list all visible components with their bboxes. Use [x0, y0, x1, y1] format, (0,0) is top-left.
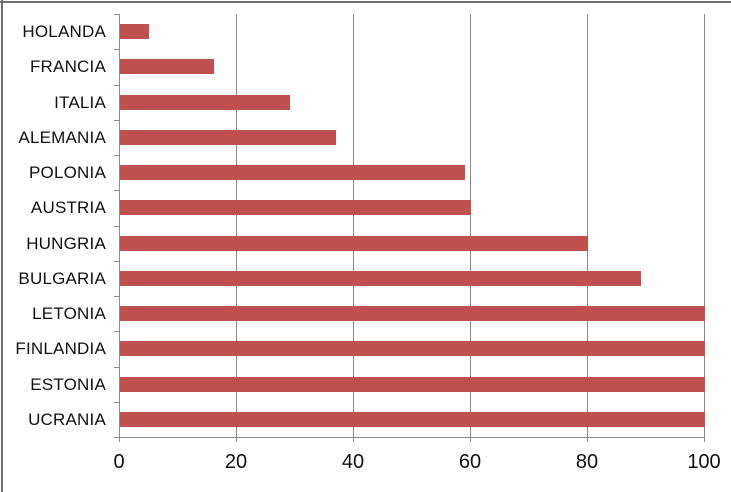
bar-holanda	[120, 24, 149, 39]
bar-finlandia	[120, 341, 705, 356]
x-axis-tick-label: 20	[224, 451, 248, 473]
category-axis-tick	[114, 402, 119, 403]
bar-estonia	[120, 377, 705, 392]
bar-ucrania	[120, 412, 705, 427]
x-axis-tick-label: 80	[575, 451, 599, 473]
category-label-letonia: LETONIA	[32, 303, 106, 323]
category-label-holanda: HOLANDA	[22, 21, 106, 41]
gridline-x-40	[353, 14, 354, 437]
category-axis-tick	[114, 14, 119, 15]
x-axis-tick	[353, 437, 354, 442]
gridline-x-20	[236, 14, 237, 437]
category-axis-tick	[114, 331, 119, 332]
category-label-italia: ITALIA	[54, 92, 106, 112]
bar-italia	[120, 95, 290, 110]
bar-polonia	[120, 165, 465, 180]
x-axis-tick	[470, 437, 471, 442]
gridline-x-100	[704, 14, 705, 437]
category-label-ucrania: UCRANIA	[28, 409, 106, 429]
category-axis-tick	[114, 85, 119, 86]
category-axis-tick	[114, 226, 119, 227]
category-axis-tick	[114, 49, 119, 50]
category-axis-tick	[114, 367, 119, 368]
x-axis-tick-label: 0	[113, 451, 125, 473]
bar-letonia	[120, 306, 705, 321]
x-axis-tick	[236, 437, 237, 442]
gridline-x-80	[587, 14, 588, 437]
bar-francia	[120, 59, 214, 74]
x-axis-tick-label: 100	[687, 451, 721, 473]
category-axis-tick	[114, 437, 119, 438]
category-label-francia: FRANCIA	[29, 56, 106, 76]
category-label-austria: AUSTRIA	[30, 197, 106, 217]
bar-alemania	[120, 130, 336, 145]
screenshot-border-top	[0, 1, 731, 3]
x-axis-tick	[704, 437, 705, 442]
x-axis-tick	[587, 437, 588, 442]
category-axis-line	[119, 14, 120, 438]
category-axis-tick	[114, 120, 119, 121]
category-label-bulgaria: BULGARIA	[18, 268, 106, 288]
category-label-alemania: ALEMANIA	[18, 127, 106, 147]
category-label-estonia: ESTONIA	[30, 374, 106, 394]
x-axis-tick-label: 60	[458, 451, 482, 473]
x-axis-tick-label: 40	[341, 451, 365, 473]
bar-hungria	[120, 236, 588, 251]
screenshot-border-left	[1, 0, 3, 492]
x-axis-tick	[119, 437, 120, 442]
category-label-finlandia: FINLANDIA	[15, 338, 106, 358]
bar-bulgaria	[120, 271, 641, 286]
bar-austria	[120, 200, 471, 215]
category-axis-tick	[114, 296, 119, 297]
category-axis-tick	[114, 190, 119, 191]
category-axis-tick	[114, 155, 119, 156]
gridline-x-60	[470, 14, 471, 437]
category-label-polonia: POLONIA	[29, 162, 106, 182]
value-axis-line	[119, 437, 705, 438]
category-axis-tick	[114, 261, 119, 262]
category-label-hungria: HUNGRIA	[26, 233, 106, 253]
